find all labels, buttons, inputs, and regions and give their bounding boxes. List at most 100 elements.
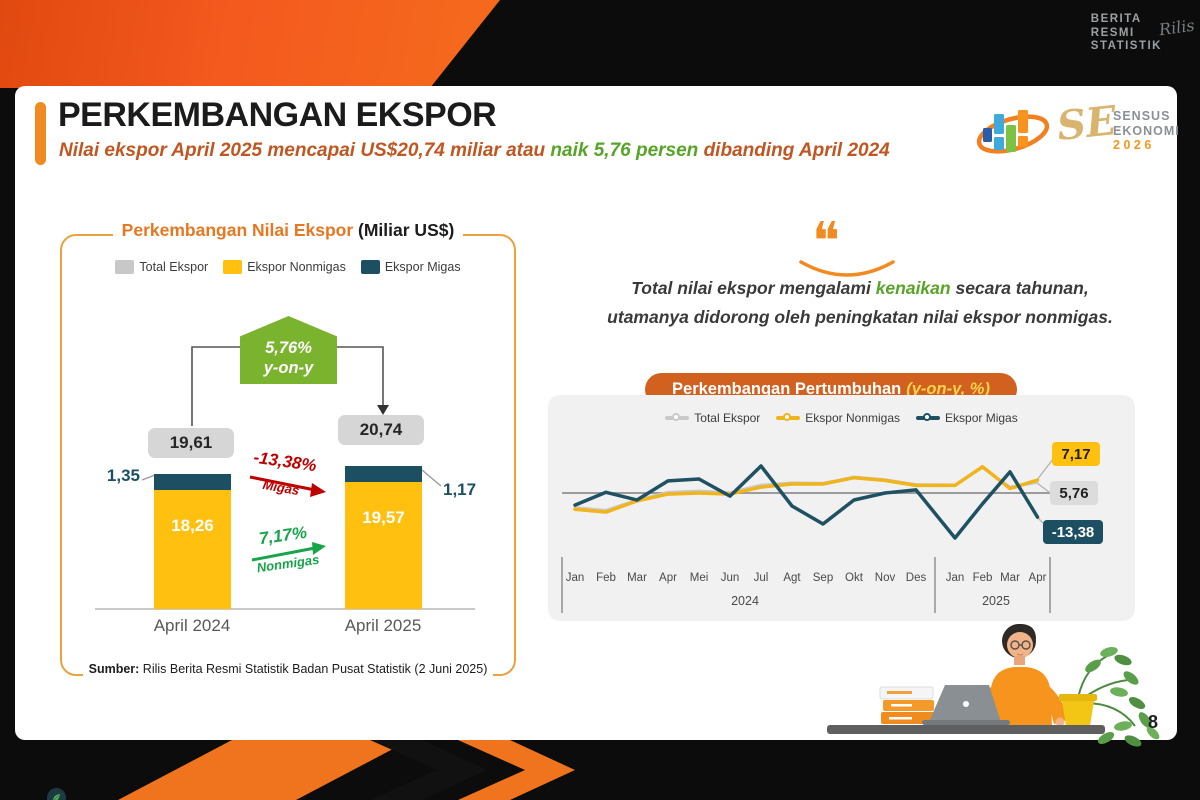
svg-text:Mei: Mei bbox=[690, 572, 709, 584]
eco-leaf-badge bbox=[47, 788, 66, 800]
legend-label: Ekspor Migas bbox=[945, 411, 1018, 425]
page-subtitle: Nilai ekspor April 2025 mencapai US$20,7… bbox=[59, 140, 890, 162]
source-text: Rilis Berita Resmi Statistik Badan Pusat… bbox=[139, 662, 488, 676]
nonmigas-value-2024: 18,26 bbox=[171, 516, 214, 536]
source-note: Sumber: Rilis Berita Resmi Statistik Bad… bbox=[60, 662, 516, 676]
legend-item-total: Total Ekspor bbox=[665, 411, 760, 425]
svg-text:Apr: Apr bbox=[659, 572, 677, 584]
legend-marker-migas bbox=[916, 413, 941, 421]
svg-text:Jul: Jul bbox=[754, 572, 769, 584]
brs-script-rilis: Rilis bbox=[1157, 15, 1196, 40]
legend-swatch-total bbox=[115, 260, 135, 274]
bar-axis-label-2024: April 2024 bbox=[153, 616, 231, 635]
sensus-line1: SENSUS bbox=[1113, 109, 1171, 123]
svg-text:Sep: Sep bbox=[813, 572, 833, 584]
svg-text:Apr: Apr bbox=[1029, 572, 1047, 584]
svg-text:Feb: Feb bbox=[973, 572, 993, 584]
page-number: 8 bbox=[1148, 712, 1159, 732]
growth-line-chart: Jan Feb Mar Apr Mei Jun Jul Agt Sep Okt Nov Des Jan F… bbox=[561, 458, 1054, 613]
top-band-orange-shape bbox=[0, 0, 500, 88]
pot-illustration bbox=[1059, 694, 1097, 726]
legend-label: Ekspor Nonmigas bbox=[247, 260, 346, 274]
source-label: Sumber: bbox=[88, 662, 140, 676]
svg-text:Jun: Jun bbox=[721, 572, 740, 584]
person-at-desk-illustration bbox=[827, 623, 1160, 747]
leaf-icon bbox=[53, 794, 60, 800]
end-label-total: 5,76 bbox=[1050, 481, 1098, 505]
subtitle-post: dibanding April 2024 bbox=[698, 140, 890, 161]
svg-text:Mar: Mar bbox=[627, 572, 647, 584]
svg-text:Nov: Nov bbox=[875, 572, 896, 584]
panel-title-unit: (Miliar US$) bbox=[358, 220, 455, 240]
legend-label: Total Ekspor bbox=[139, 260, 209, 274]
export-value-panel-title: Perkembangan Nilai Ekspor (Miliar US$) bbox=[60, 220, 516, 241]
sensus-line2: EKONOMI bbox=[1113, 123, 1180, 138]
svg-text:Feb: Feb bbox=[596, 572, 616, 584]
end-label-nonmigas: 7,17 bbox=[1052, 442, 1100, 466]
svg-text:2024: 2024 bbox=[731, 594, 759, 608]
end-label-migas: -13,38 bbox=[1043, 520, 1103, 544]
legend-item-migas: Ekspor Migas bbox=[360, 260, 461, 274]
legend-item-migas: Ekspor Migas bbox=[916, 411, 1018, 425]
svg-text:Mar: Mar bbox=[1000, 572, 1020, 584]
desk-illustration bbox=[827, 725, 1105, 734]
svg-text:Agt: Agt bbox=[783, 572, 801, 584]
quote-line2: utamanya didorong oleh peningkatan nilai… bbox=[607, 307, 1113, 327]
total-export-2025-label: 20,74 bbox=[338, 415, 424, 445]
bar-axis-label-2025: April 2025 bbox=[344, 616, 422, 635]
svg-text:Okt: Okt bbox=[845, 572, 864, 584]
quote-line1-pre: Total nilai ekspor mengalami bbox=[631, 278, 876, 298]
line-chart-legend: Total Ekspor Ekspor Nonmigas Ekspor Miga… bbox=[548, 411, 1135, 425]
quote-line1-highlight: kenaikan bbox=[875, 278, 951, 298]
quote-text: Total nilai ekspor mengalami kenaikan se… bbox=[560, 274, 1160, 332]
sensus-ekonomi-text: SENSUS EKONOMI 2026 bbox=[1113, 109, 1180, 153]
laptop-illustration bbox=[922, 685, 1010, 725]
migas-value-2024: 1,35 bbox=[106, 466, 140, 485]
legend-item-nonmigas: Ekspor Nonmigas bbox=[223, 260, 346, 274]
migas-segment-2025 bbox=[345, 465, 422, 482]
total-export-2024-label: 19,61 bbox=[148, 428, 234, 458]
person-illustration bbox=[973, 623, 1067, 727]
yoy-label: y-on-y bbox=[263, 359, 314, 377]
growth-chart-panel: Total Ekspor Ekspor Nonmigas Ekspor Miga… bbox=[548, 395, 1135, 621]
legend-marker-total bbox=[665, 413, 690, 421]
svg-text:Jan: Jan bbox=[946, 572, 965, 584]
title-accent-bar bbox=[35, 102, 46, 165]
bps-logo bbox=[976, 110, 1050, 154]
legend-label: Total Ekspor bbox=[694, 411, 761, 425]
brs-line: STATISTIK bbox=[1090, 40, 1162, 52]
berita-resmi-statistik-logo: BERITA RESMI STATISTIK Rilis bbox=[1090, 13, 1196, 54]
brs-line: BERITA bbox=[1090, 13, 1142, 25]
nonmigas-value-2025: 19,57 bbox=[362, 507, 405, 527]
legend-item-total: Total Ekspor bbox=[115, 260, 208, 274]
legend-swatch-nonmigas bbox=[223, 260, 243, 274]
growth-title-main: Perkembangan Pertumbuhan bbox=[672, 380, 902, 398]
panel-title-text: Perkembangan Nilai Ekspor bbox=[121, 220, 354, 240]
migas-value-2025: 1,17 bbox=[443, 480, 477, 499]
growth-title-accent: (y-on-y, %) bbox=[906, 380, 990, 398]
quote-icon: ❝ bbox=[812, 212, 840, 272]
bottom-band bbox=[0, 740, 1200, 800]
sensus-year: 2026 bbox=[1113, 138, 1155, 152]
migas-segment-2024 bbox=[154, 474, 231, 491]
svg-text:Des: Des bbox=[906, 572, 927, 584]
stacked-bar-april-2025: 19,57 bbox=[345, 465, 422, 609]
legend-label: Ekspor Migas bbox=[384, 260, 461, 274]
nonmigas-segment-2025: 19,57 bbox=[345, 481, 422, 609]
svg-text:Jan: Jan bbox=[566, 572, 585, 584]
subtitle-pre: Nilai ekspor April 2025 mencapai US$20,7… bbox=[59, 140, 551, 161]
legend-marker-nonmigas bbox=[776, 413, 801, 421]
page-title: PERKEMBANGAN EKSPOR bbox=[58, 96, 497, 134]
top-band bbox=[0, 0, 1200, 88]
bar-chart-connectors bbox=[95, 346, 475, 610]
sensus-ekonomi-monogram: SE bbox=[1054, 97, 1119, 150]
legend-label: Ekspor Nonmigas bbox=[805, 411, 901, 425]
brs-line: RESMI bbox=[1090, 26, 1135, 39]
stacked-bar-april-2024: 18,26 bbox=[154, 474, 231, 609]
books-illustration bbox=[879, 686, 936, 724]
quote-smile-arc bbox=[799, 260, 895, 277]
bottom-stripes-decoration bbox=[118, 740, 575, 800]
content-card: PERKEMBANGAN EKSPOR Nilai ekspor April 2… bbox=[15, 86, 1180, 800]
nonmigas-segment-2024: 18,26 bbox=[154, 490, 231, 609]
